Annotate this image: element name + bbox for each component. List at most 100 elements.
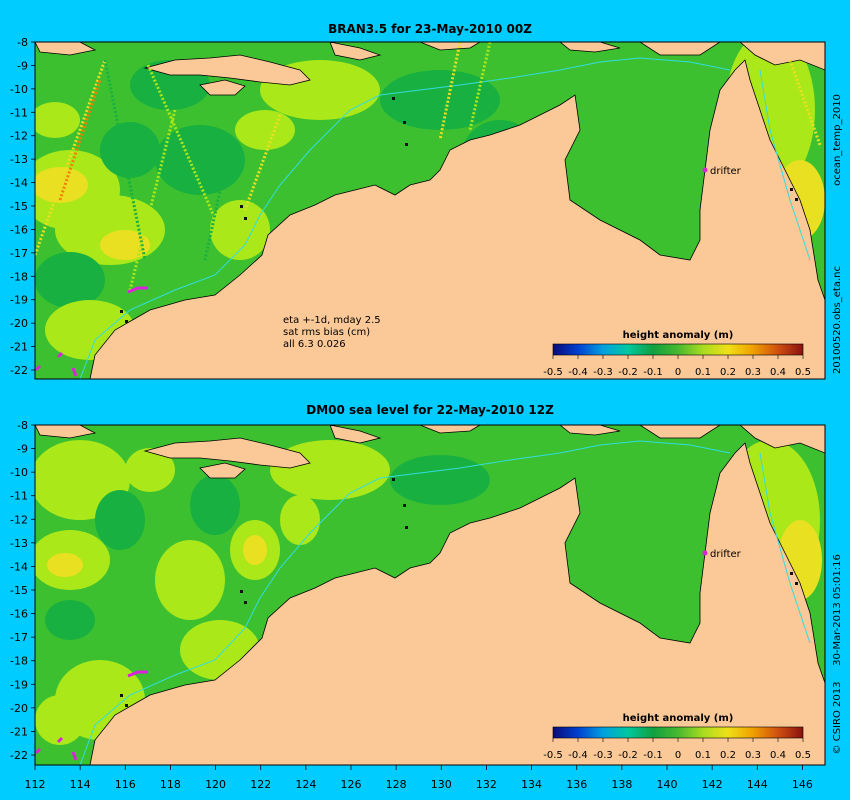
lat-tick-label: -12 (10, 130, 28, 143)
lat-tick-label: -22 (10, 749, 28, 762)
lon-tick-label: 122 (250, 778, 271, 791)
panel-2-lon-axis: 112 114 116 118 120 122 124 126 128 130 132 134 136 1… (25, 765, 813, 791)
panel-1-right-label: ocean_temp_2010 (832, 94, 843, 186)
colorbar-tick-label: -0.3 (593, 367, 613, 378)
colorbar-tick-label: -0.5 (543, 367, 563, 378)
colorbar-tick-label: 0.1 (695, 750, 711, 761)
panel-1-map: drifter (35, 42, 825, 379)
colorbar-tick-label: 0.3 (745, 750, 761, 761)
panel-2-new-guinea (739, 425, 825, 454)
colorbar-tick-label: -0.3 (593, 750, 613, 761)
lat-tick-label: -19 (10, 294, 28, 307)
colorbar-tick-label: 0.1 (695, 367, 711, 378)
panel-1-annotations: eta +-1d, mday 2.5 sat rms bias (cm) all… (283, 315, 381, 350)
panel-2-obs-markers (120, 478, 798, 707)
panel-1-island-a (199, 79, 246, 96)
lon-tick-label: 136 (566, 778, 587, 791)
lat-tick-label: -20 (10, 702, 28, 715)
panel-1-isobath-line (79, 57, 811, 379)
colorbar-tick-label: 0.2 (720, 750, 736, 761)
panel-2-drifter-tracks (35, 550, 708, 761)
lon-tick-label: 124 (295, 778, 316, 791)
lat-tick-label: -21 (10, 725, 28, 738)
lat-tick-label: -20 (10, 317, 28, 330)
lon-tick-label: 126 (341, 778, 362, 791)
colorbar-tick-label: -0.5 (543, 750, 563, 761)
lon-tick-label: 142 (702, 778, 723, 791)
lat-tick-label: -14 (10, 560, 28, 573)
panel-1-lat-axis: -8 -9 -10 -11 -12 -13 -14 -15 -16 -17 -18 -19 -20 -21… (10, 36, 35, 377)
panel-1-annotation-1: eta +-1d, mday 2.5 (283, 315, 381, 326)
lon-tick-label: 140 (657, 778, 678, 791)
colorbar-tick-label: 0 (675, 750, 681, 761)
panel-1-frame (34, 41, 826, 380)
lat-tick-label: -8 (17, 36, 28, 49)
panel-1-colorbar-title: height anomaly (m) (623, 330, 734, 341)
colorbar-tick-label: -0.2 (618, 750, 638, 761)
colorbar-tick-label: 0 (675, 367, 681, 378)
panel-2-right-label: 30-Mar-2013 05:01:16 (832, 554, 843, 666)
lat-tick-label: -9 (17, 59, 28, 72)
lat-tick-label: -19 (10, 678, 28, 691)
lat-tick-label: -17 (10, 247, 28, 260)
panel-2-island-a (199, 462, 246, 479)
panel-2-colorbar: height anomaly (m) -0.5 -0.4 -0.3 -0.2 -0.1 0… (543, 713, 811, 761)
panel-1-colorbar: height anomaly (m) -0.5 -0.4 -0.3 -0.2 -0.1 0… (543, 330, 811, 378)
lat-tick-label: -16 (10, 223, 28, 236)
panel-1-timor (143, 54, 311, 86)
lon-tick-label: 120 (205, 778, 226, 791)
lon-tick-label: 138 (611, 778, 632, 791)
lat-tick-label: -18 (10, 655, 28, 668)
panel-2-isobath-line (79, 440, 811, 765)
panel-2-australia-mainland (89, 442, 825, 765)
lon-tick-label: 114 (70, 778, 91, 791)
lat-tick-label: -9 (17, 443, 28, 456)
colorbar-tick-label: 0.4 (770, 750, 786, 761)
lat-tick-label: -8 (17, 419, 28, 432)
panel-2-land (35, 425, 825, 765)
panel-1-land (35, 42, 825, 379)
lat-tick-label: -10 (10, 466, 28, 479)
lon-tick-label: 146 (792, 778, 813, 791)
colorbar-tick-label: -0.1 (643, 750, 663, 761)
lat-tick-label: -11 (10, 106, 28, 119)
panel-2-colorbar-bar (552, 726, 804, 739)
colorbar-tick-label: -0.1 (643, 367, 663, 378)
lon-tick-label: 118 (160, 778, 181, 791)
lat-tick-label: -12 (10, 513, 28, 526)
lon-tick-label: 144 (747, 778, 768, 791)
panel-1-satellite-tracks (35, 42, 822, 291)
lat-tick-label: -18 (10, 270, 28, 283)
panel-2-title: DM00 sea level for 22-May-2010 12Z (306, 403, 554, 417)
lon-tick-label: 128 (386, 778, 407, 791)
colorbar-tick-label: 0.2 (720, 367, 736, 378)
colorbar-tick-label: 0.5 (795, 750, 811, 761)
lat-tick-label: -17 (10, 631, 28, 644)
panel-1-colorbar-bar (552, 343, 804, 356)
lon-tick-label: 116 (115, 778, 136, 791)
panel-2-timor (143, 437, 311, 469)
panel-1-new-guinea (739, 42, 825, 71)
lat-tick-label: -14 (10, 177, 28, 190)
lon-tick-label: 130 (431, 778, 452, 791)
panel-2-map: drifter (35, 425, 825, 765)
panel-1: BRAN3.5 for 23-May-2010 00Z (10, 22, 843, 380)
lat-tick-label: -13 (10, 537, 28, 550)
lat-tick-label: -10 (10, 83, 28, 96)
panel-1-colorbar-ticks: -0.5 -0.4 -0.3 -0.2 -0.1 0 0.1 0.2 0.3 0.4 0.5 (543, 355, 811, 378)
panel-2-drifter-label: drifter (710, 549, 742, 560)
panel-1-annotation-2: sat rms bias (cm) (283, 327, 370, 338)
lat-tick-label: -22 (10, 364, 28, 377)
panel-2-frame (34, 424, 826, 766)
panel-1-annotation-3: all 6.3 0.026 (283, 339, 346, 350)
panel-2-colorbar-ticks: -0.5 -0.4 -0.3 -0.2 -0.1 0 0.1 0.2 0.3 0.4 0.5 (543, 738, 811, 761)
colorbar-tick-label: -0.2 (618, 367, 638, 378)
lat-tick-label: -21 (10, 341, 28, 354)
lat-tick-label: -16 (10, 608, 28, 621)
colorbar-tick-label: -0.4 (568, 367, 588, 378)
panel-2-colorbar-title: height anomaly (m) (623, 713, 734, 724)
panel-1-drifter-label: drifter (710, 166, 742, 177)
panel-2-lat-axis: -8 -9 -10 -11 -12 -13 -14 -15 -16 -17 -18 -19 -20 -21… (10, 419, 35, 762)
colorbar-tick-label: 0.3 (745, 367, 761, 378)
